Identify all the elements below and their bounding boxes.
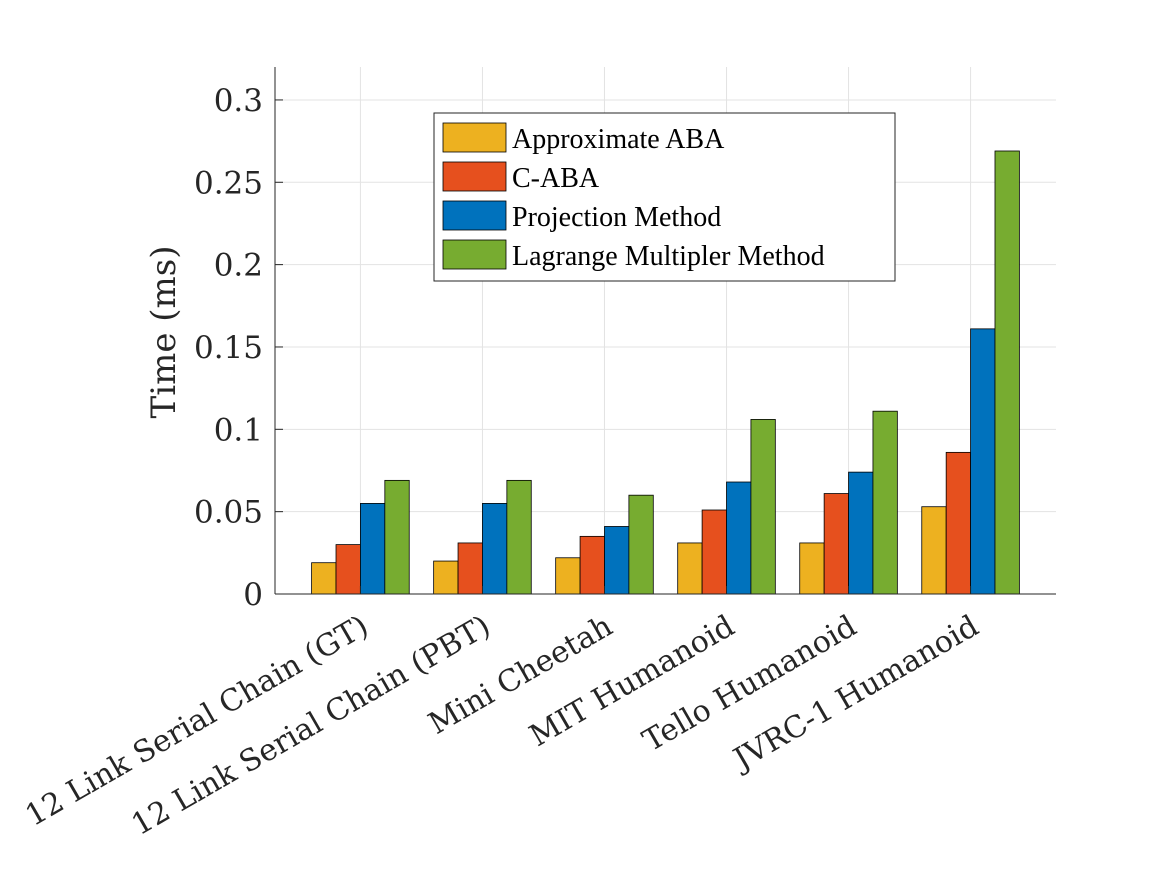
- y-tick-labels: 0 0.05 0.1 0.15 0.2 0.25 0.3: [194, 83, 263, 613]
- y-tick-label: 0: [243, 577, 263, 613]
- bar-3-6: [970, 328, 996, 595]
- y-tick-label: 0.2: [214, 248, 263, 284]
- y-axis-label: Time (ms): [144, 246, 184, 419]
- bar-4-4: [750, 419, 776, 595]
- y-tick-label: 0.05: [194, 495, 263, 531]
- bar-4-1: [384, 479, 410, 595]
- y-tick-label: 0.15: [194, 330, 263, 366]
- bars: [311, 150, 1020, 595]
- x-tick-labels: 12 Link Serial Chain (GT)12 Link Serial …: [20, 609, 985, 843]
- bar-3-3: [604, 526, 630, 595]
- bar-2-6: [945, 451, 971, 595]
- bar-3-5: [848, 471, 874, 595]
- bar-1-1: [311, 562, 337, 595]
- legend-entry-label: Approximate ABA: [512, 124, 725, 155]
- bar-3-4: [726, 481, 752, 595]
- bar-2-5: [823, 493, 849, 595]
- bar-4-5: [872, 410, 898, 595]
- bar-3-1: [360, 503, 386, 595]
- legend-entry-label: Lagrange Multipler Method: [512, 241, 825, 272]
- y-tick-label: 0.25: [194, 165, 263, 201]
- legend: Approximate ABA C-ABA Projection Method Lag…: [433, 112, 896, 282]
- legend-entry-label: Projection Method: [512, 202, 721, 233]
- bar-2-2: [457, 542, 483, 595]
- bar-1-2: [433, 560, 459, 595]
- legend-swatch: [442, 122, 507, 153]
- bar-2-4: [701, 509, 727, 595]
- bar-1-6: [921, 506, 947, 595]
- legend-entry-label: C-ABA: [512, 163, 600, 194]
- y-tick-label: 0.1: [214, 412, 263, 448]
- y-tick-label: 0.3: [214, 83, 263, 119]
- bar-1-3: [555, 557, 581, 595]
- bar-2-3: [579, 535, 605, 595]
- legend-swatch: [442, 200, 507, 231]
- bar-4-3: [628, 494, 654, 595]
- bar-4-2: [506, 479, 532, 595]
- legend-swatch: [442, 239, 507, 270]
- bar-4-6: [994, 150, 1020, 595]
- legend-box: [433, 112, 896, 282]
- x-tick-label: MIT Humanoid: [524, 609, 741, 754]
- bar-1-4: [677, 542, 703, 595]
- bar-2-1: [335, 544, 361, 595]
- bar-1-5: [799, 542, 825, 595]
- bar-3-2: [482, 503, 508, 595]
- axes: [274, 67, 1056, 595]
- legend-swatch: [442, 161, 507, 192]
